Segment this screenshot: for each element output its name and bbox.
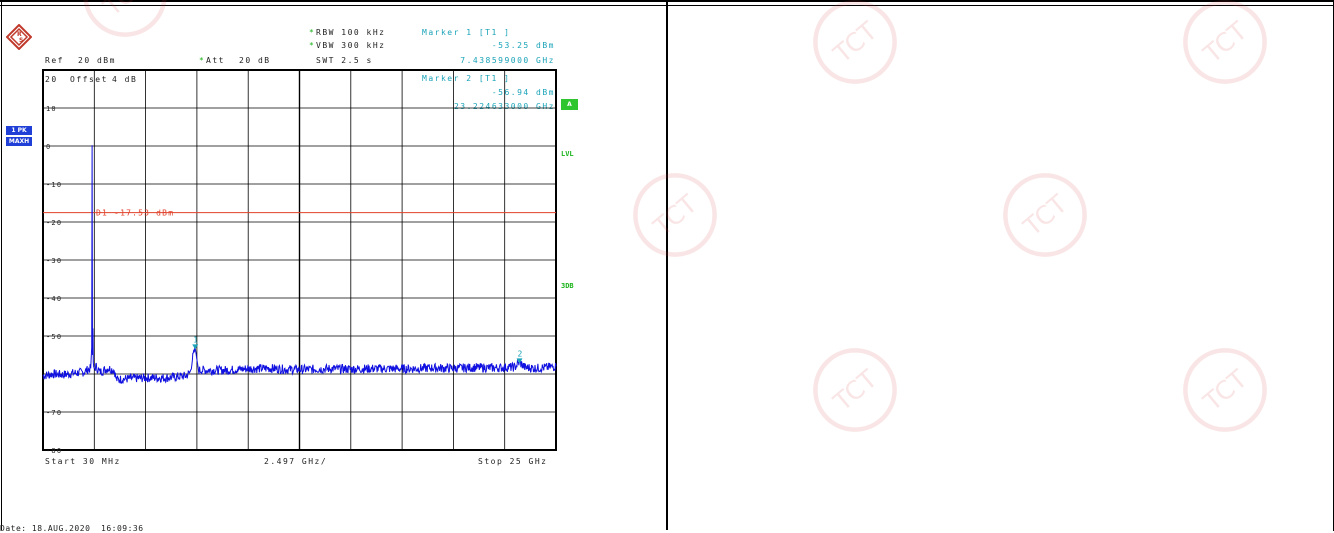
- y-tick-label: -50: [46, 333, 62, 341]
- marker2-freq: 23.224633000 GHz: [453, 102, 555, 111]
- y-tick-label: -80: [46, 447, 62, 455]
- marker2-level: -56.94 dBm: [491, 88, 555, 97]
- watermark-seal-icon: TCT: [1003, 173, 1087, 257]
- y-tick-label: -10: [46, 181, 62, 189]
- lvl-indicator: LVL: [561, 150, 574, 158]
- trace-series-line: [42, 145, 557, 384]
- marker-1-label: 1: [193, 335, 198, 344]
- rohde-schwarz-logo-icon: R S: [6, 24, 32, 50]
- ref-label: Ref: [45, 56, 64, 65]
- y-tick-label: -70: [46, 409, 62, 417]
- trace-a-badge: A: [561, 99, 578, 110]
- y-tick-label: -30: [46, 257, 62, 265]
- watermark-seal-icon: TCT: [813, 348, 897, 432]
- marker1-title: Marker 1 [T1 ]: [422, 28, 511, 37]
- att-star: *: [199, 56, 206, 65]
- watermark-seal-icon: TCT: [1183, 0, 1267, 84]
- trace-mode-badge: 1 PK: [6, 126, 32, 135]
- ref-value: 20 dBm: [78, 56, 116, 65]
- y-tick-label: -40: [46, 295, 62, 303]
- marker-2-label: 2: [518, 349, 523, 358]
- 3db-indicator: 3DB: [561, 282, 574, 290]
- svg-text:S: S: [19, 37, 23, 44]
- left-panel: [1, 0, 668, 530]
- stop-freq: Stop 25 GHz: [478, 457, 548, 466]
- svg-text:R: R: [17, 31, 22, 38]
- y-tick-label: -20: [46, 219, 62, 227]
- watermark-seal-icon: TCT: [813, 0, 897, 84]
- ref-top-tick: 20: [45, 75, 58, 84]
- svg-text:TCT: TCT: [1197, 16, 1253, 69]
- vbw-text: VBW 300 kHz: [316, 41, 386, 50]
- svg-text:TCT: TCT: [827, 16, 883, 69]
- plot-frame: [42, 69, 557, 451]
- trace-detector-badge: MAXH: [6, 137, 32, 146]
- marker2-title: Marker 2 [T1 ]: [422, 74, 511, 83]
- y-tick-label: 0: [46, 143, 51, 151]
- spectrum-chart: 10 0 -10 -20 -30 -40 -50 -70 -80 D1 -17.53 dBm 1 2: [42, 69, 557, 455]
- swt-text: SWT 2.5 s: [316, 56, 373, 65]
- rbw-star: *: [309, 28, 316, 37]
- marker-1-triangle: [192, 344, 199, 350]
- att-value: 20 dB: [239, 56, 271, 65]
- marker-2-triangle: [516, 358, 523, 364]
- watermark-seal-icon: TCT: [83, 0, 167, 37]
- vbw-star: *: [309, 41, 316, 50]
- marker1-freq: 7.438599000 GHz: [460, 56, 555, 65]
- att-label: Att: [206, 56, 225, 65]
- svg-text:TCT: TCT: [827, 364, 883, 417]
- offset-label: Offset: [70, 75, 108, 84]
- svg-text:TCT: TCT: [1197, 364, 1253, 417]
- svg-text:TCT: TCT: [1017, 189, 1073, 242]
- offset-value: 4 dB: [112, 75, 138, 84]
- rbw-text: RBW 100 kHz: [316, 28, 386, 37]
- y-tick-label: 10: [46, 105, 57, 113]
- watermark-seal-icon: TCT: [633, 173, 717, 257]
- limit-line-label: D1 -17.53 dBm: [96, 209, 174, 218]
- per-div: 2.497 GHz/: [264, 457, 328, 466]
- marker1-level: -53.25 dBm: [491, 41, 555, 50]
- date-stamp: Date: 18.AUG.2020 16:09:36: [0, 524, 144, 533]
- start-freq: Start 30 MHz: [45, 457, 121, 466]
- watermark-seal-icon: TCT: [1183, 348, 1267, 432]
